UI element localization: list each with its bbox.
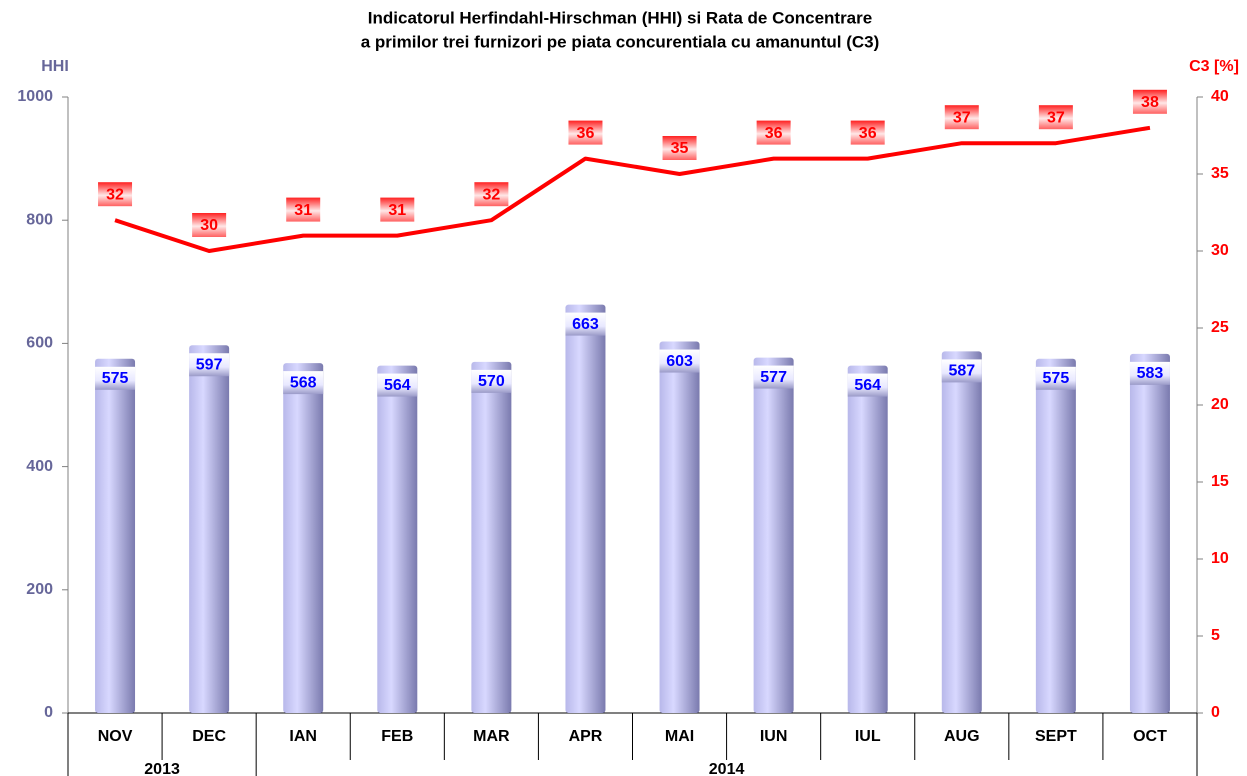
- bar-label-box: [471, 369, 512, 393]
- bar-label-box: [1129, 361, 1170, 385]
- x-tick-label: DEC: [192, 728, 226, 745]
- bar: [471, 361, 512, 713]
- line-label-box: [192, 213, 227, 237]
- bar-value-label: 570: [478, 373, 505, 390]
- line-label-box: [1132, 89, 1167, 114]
- x-tick-label: IUL: [855, 728, 881, 745]
- line-label-box: [474, 182, 509, 207]
- chart-title: Indicatorul Herfindahl-Hirschman (HHI) s…: [368, 8, 872, 27]
- bar-value-label: 568: [290, 374, 317, 391]
- bar-value-label: 597: [196, 356, 223, 373]
- bar: [189, 345, 230, 713]
- x-tick-label: SEPT: [1035, 728, 1077, 745]
- line-value-label: 32: [106, 186, 124, 203]
- y2-tick-label: 15: [1211, 473, 1229, 490]
- line-label-box: [756, 120, 791, 145]
- y2-axis-label: C3 [%]: [1189, 58, 1239, 75]
- line-value-label: 36: [765, 125, 783, 142]
- y2-tick-label: 25: [1211, 319, 1229, 336]
- bar-value-label: 564: [384, 377, 411, 394]
- x-tick-label: IAN: [289, 728, 317, 745]
- bar-label-box: [283, 371, 324, 395]
- line-value-label: 31: [388, 202, 406, 219]
- line-label-box: [568, 120, 603, 145]
- y-axis-label: HHI: [41, 58, 69, 75]
- bar-value-label: 577: [760, 369, 787, 386]
- line-value-label: 36: [577, 125, 595, 142]
- x-tick-label: MAI: [665, 728, 694, 745]
- x-tick-label: NOV: [98, 728, 133, 745]
- line-value-label: 31: [294, 202, 312, 219]
- x-tick-label: MAR: [473, 728, 510, 745]
- line-value-label: 35: [671, 140, 689, 157]
- y-tick-label: 600: [26, 335, 53, 352]
- bar: [1129, 353, 1170, 713]
- y-tick-label: 800: [26, 211, 53, 228]
- bar-label-box: [753, 365, 794, 389]
- bar: [377, 365, 418, 713]
- line-label-box: [662, 136, 697, 160]
- x-tick-label: FEB: [381, 728, 413, 745]
- y2-tick-label: 0: [1211, 704, 1220, 721]
- bar-value-label: 663: [572, 316, 599, 333]
- y-tick-label: 1000: [17, 88, 53, 105]
- line: [114, 125, 1151, 253]
- bar: [659, 341, 700, 713]
- y-tick-label: 0: [44, 704, 53, 721]
- bar-label-box: [659, 349, 700, 373]
- bar: [847, 365, 888, 713]
- y-tick-label: 400: [26, 458, 53, 475]
- y-tick-label: 200: [26, 581, 53, 598]
- bar-label-box: [847, 373, 888, 397]
- y2-tick-label: 20: [1211, 396, 1229, 413]
- y2-tick-label: 5: [1211, 627, 1220, 644]
- line-label-box: [380, 197, 415, 222]
- line-label-box: [286, 197, 321, 222]
- bar-label-box: [189, 353, 230, 377]
- bar-value-label: 587: [948, 363, 975, 380]
- bar-value-label: 603: [666, 353, 693, 370]
- y2-tick-label: 30: [1211, 242, 1229, 259]
- line-label-box: [850, 120, 885, 145]
- x-tick-label: IUN: [760, 728, 788, 745]
- x-tick-label: AUG: [944, 728, 980, 745]
- y2-tick-label: 35: [1211, 165, 1229, 182]
- bar: [283, 363, 324, 713]
- bar-value-label: 583: [1137, 365, 1164, 382]
- line-label-box: [944, 105, 979, 130]
- x-group-label: 2013: [144, 761, 180, 776]
- y2-tick-label: 40: [1211, 88, 1229, 105]
- bar-value-label: 575: [1043, 370, 1070, 387]
- line-label-box: [1038, 105, 1073, 130]
- bar-value-label: 575: [102, 370, 129, 387]
- line-value-label: 37: [1047, 109, 1065, 126]
- line-value-label: 38: [1141, 94, 1159, 111]
- line-value-label: 30: [200, 217, 218, 234]
- bar-label-box: [95, 366, 136, 390]
- line-label-box: [98, 182, 133, 207]
- bar-label-box: [941, 359, 982, 383]
- bar: [941, 351, 982, 713]
- line-value-label: 37: [953, 109, 971, 126]
- line-value-label: 36: [859, 125, 877, 142]
- line-value-label: 32: [482, 186, 500, 203]
- bar: [1035, 358, 1076, 713]
- bar-label-box: [1035, 366, 1076, 390]
- x-tick-label: OCT: [1133, 728, 1167, 745]
- bar-label-box: [377, 373, 418, 397]
- bar-value-label: 564: [854, 377, 881, 394]
- x-tick-label: APR: [569, 728, 603, 745]
- bar: [95, 358, 136, 713]
- bar-label-box: [565, 312, 606, 336]
- chart-subtitle: a primilor trei furnizori pe piata concu…: [361, 32, 880, 51]
- x-group-label: 2014: [709, 761, 745, 776]
- y2-tick-label: 10: [1211, 550, 1229, 567]
- bar: [753, 357, 794, 713]
- bar: [565, 304, 606, 713]
